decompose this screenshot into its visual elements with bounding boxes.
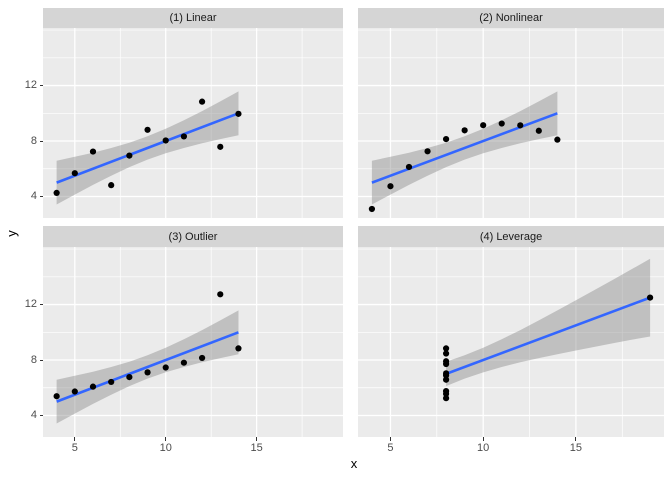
data-point [71,170,78,177]
data-point [442,387,450,395]
data-point [235,110,242,117]
x-tick-mark [165,437,167,441]
data-point [198,98,206,105]
y-tick-label: 8 [30,353,37,366]
x-tick-mark [256,437,258,441]
panel-background [358,247,664,437]
y-tick-mark [39,304,43,306]
x-tick-mark [74,437,76,441]
x-tick-mark [575,437,577,441]
data-point [126,152,133,159]
data-point [180,359,188,366]
data-point [442,135,450,143]
regression-line [56,112,239,184]
facet-panel-leverage [358,247,664,437]
y-tick-label: 4 [30,190,37,202]
x-tick-label: 10 [477,442,490,454]
data-point [442,345,450,352]
data-point [554,136,561,143]
data-point [405,163,413,171]
data-point [108,378,115,386]
facet-panel-outlier [43,247,343,437]
data-point [126,373,133,381]
data-point [180,133,188,140]
y-tick-label: 12 [24,79,37,92]
data-point [217,143,224,150]
data-point [442,370,450,377]
data-point [71,388,78,395]
data-point [442,358,450,365]
data-point [387,183,394,190]
x-tick-label: 15 [250,442,263,454]
panel-background [43,247,343,437]
data-point [517,122,524,129]
x-tick-mark [482,437,484,441]
data-point [646,294,654,301]
y-tick-mark [39,85,43,87]
data-point [480,122,487,129]
x-tick-label: 5 [71,442,78,454]
data-point [162,364,169,371]
regression-line [445,296,651,376]
y-tick-mark [39,140,43,142]
panel-background [358,28,664,218]
data-point [198,354,206,362]
x-tick-label: 5 [387,442,394,454]
facet-strip-linear: (1) Linear [43,8,343,28]
data-point [442,376,450,383]
data-point [461,127,468,134]
facet-strip-label: (2) Nonlinear [479,12,543,24]
facet-panel-linear [43,28,343,218]
data-point [162,137,169,144]
data-point [53,393,60,400]
data-point [217,291,224,298]
facet-strip-label: (4) Leverage [479,230,543,243]
data-point [144,369,151,376]
facet-panel-nonlinear [358,28,664,218]
data-point [535,127,542,134]
y-tick-mark [39,196,43,197]
data-point [108,182,115,189]
data-point [498,120,505,127]
y-tick-mark [39,359,43,361]
y-tick-label: 12 [24,298,37,311]
data-point [89,148,97,155]
data-point [235,345,242,352]
y-tick-label: 4 [30,409,37,421]
data-point [442,395,450,402]
x-axis-title: x [350,456,358,471]
facet-strip-outlier: (3) Outlier [43,226,343,247]
regression-line [56,331,239,403]
y-axis-title: y [3,230,19,237]
facet-strip-nonlinear: (2) Nonlinear [358,8,664,28]
data-point [89,383,97,390]
data-point [368,205,376,213]
regression-line [371,112,558,184]
data-point [424,148,431,155]
facet-strip-leverage: (4) Leverage [358,226,664,247]
panel-background [43,28,343,218]
y-tick-label: 8 [30,134,37,147]
facet-strip-label: (1) Linear [169,12,217,24]
data-point [442,350,450,357]
x-tick-mark [389,437,391,441]
x-tick-label: 15 [569,442,583,454]
facet-strip-label: (3) Outlier [168,230,218,243]
y-tick-mark [39,415,43,416]
x-tick-label: 10 [159,442,172,454]
data-point [53,189,60,196]
data-point [144,126,151,133]
